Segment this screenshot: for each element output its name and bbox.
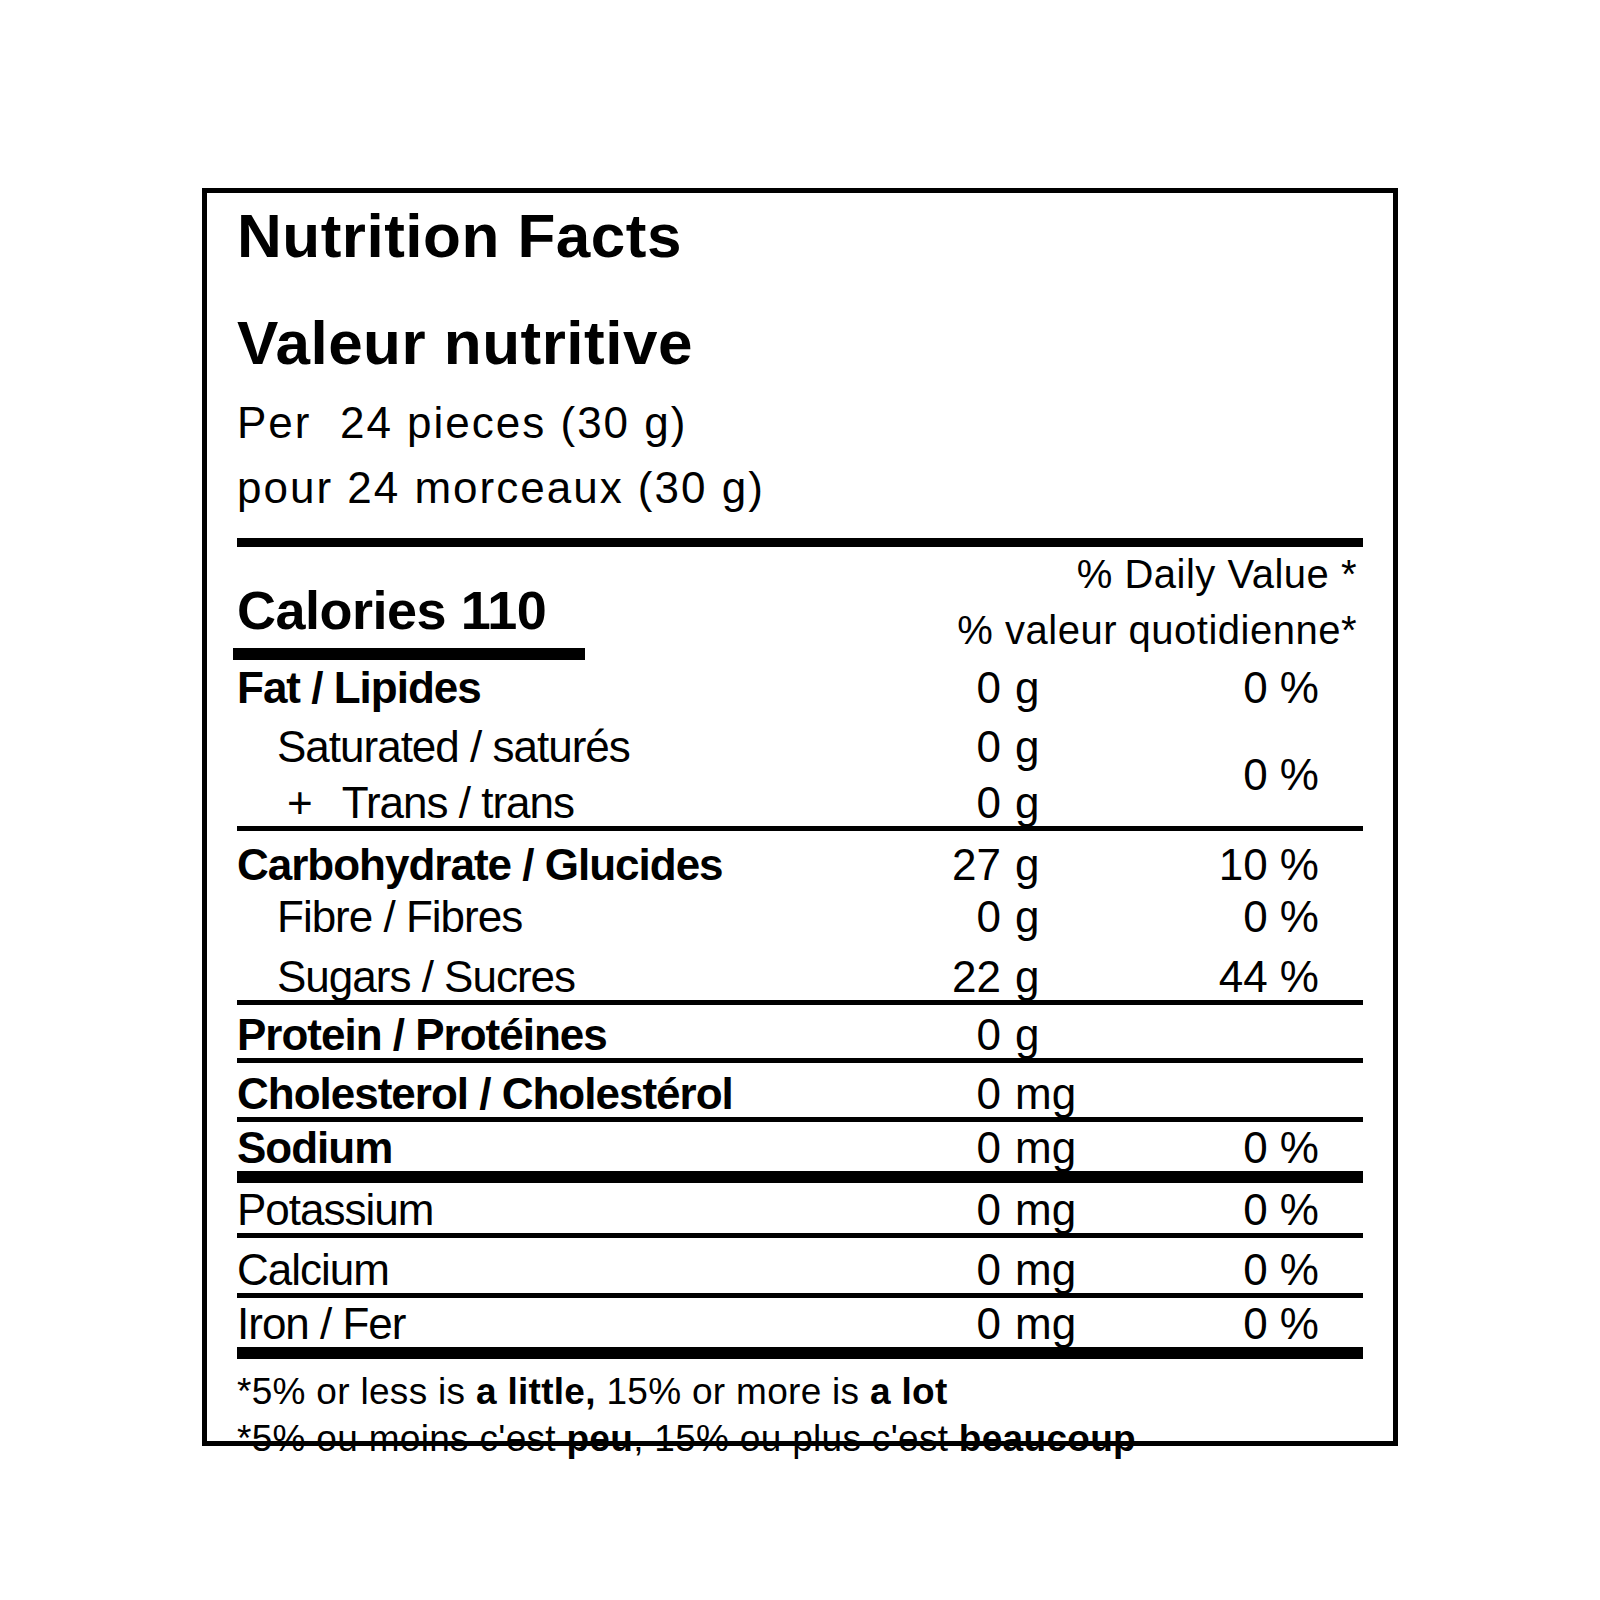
serving-size-english: Per 24 pieces (30 g) [237, 400, 1363, 446]
amount-number: 0 [927, 1125, 1001, 1171]
nutrient-amount: 0 mg [927, 1247, 1147, 1293]
amount-number: 0 [927, 1071, 1001, 1117]
plus-sign: + [237, 780, 312, 826]
thick-separator-rule [237, 1171, 1363, 1183]
nutrient-amount: 0 mg [927, 1301, 1147, 1347]
nutrient-amount: 0 mg [927, 1071, 1147, 1117]
table-row-sodium: Sodium 0 mg 0 % [237, 1125, 1363, 1171]
nutrient-label: Iron / Fer [237, 1301, 927, 1347]
table-row-cholesterol: Cholesterol / Cholestérol 0 mg [237, 1071, 1363, 1117]
daily-value-percent: 0 % [1147, 665, 1363, 711]
table-row-fibre: Fibre / Fibres 0g 0 % [237, 894, 1363, 940]
nutrient-amount: 27 g [927, 842, 1147, 888]
nutrition-facts-table: Nutrition Facts Valeur nutritive Per 24 … [202, 188, 1398, 1446]
amount-unit: mg [1015, 1187, 1076, 1233]
amount-unit: g [1015, 780, 1039, 826]
saturated-trans-group: Saturated / saturés 0g + Trans / trans 0g… [237, 724, 1363, 826]
amount-unit: mg [1015, 1125, 1076, 1171]
table-row-sugars: Sugars / Sucres 22 g 44 % [237, 954, 1363, 1000]
nutrient-label: Potassium [237, 1187, 927, 1233]
nutrient-label: Cholesterol / Cholestérol [237, 1071, 927, 1117]
calories-section: % Daily Value * % valeur quotidienne* Ca… [237, 553, 1363, 660]
daily-value-percent-combined: 0 % [1243, 750, 1319, 800]
daily-value-percent: 10 % [1147, 842, 1363, 888]
nutrient-label: Sugars / Sucres [237, 954, 927, 1000]
thick-separator-rule [237, 1347, 1363, 1359]
table-row-trans: + Trans / trans 0g [237, 780, 1363, 826]
amount-unit: mg [1015, 1301, 1076, 1347]
daily-value-percent: 0 % [1147, 1301, 1363, 1347]
calories-underline-rule [233, 648, 585, 660]
daily-value-percent: 0 % [1147, 1187, 1363, 1233]
nutrient-label: Carbohydrate / Glucides [237, 842, 927, 888]
nutrient-amount: 0 mg [927, 1125, 1147, 1171]
nutrient-label: Fibre / Fibres [237, 894, 927, 940]
daily-value-percent: 0 % [1147, 1247, 1363, 1293]
trans-label-text: Trans / trans [342, 778, 574, 827]
amount-number: 27 [927, 842, 1001, 888]
nutrient-label: Sodium [237, 1125, 927, 1171]
amount-number: 0 [927, 780, 1001, 826]
amount-number: 0 [927, 1301, 1001, 1347]
amount-unit: g [1015, 894, 1039, 940]
calories-value: 110 [461, 580, 547, 640]
table-row-fat: Fat / Lipides 0g 0 % [237, 665, 1363, 711]
calories-row: Calories 110 [237, 579, 546, 641]
footnote-english: *5% or less is a little, 15% or more is … [237, 1371, 1363, 1412]
amount-unit: g [1015, 842, 1039, 888]
nutrient-label: Protein / Protéines [237, 1012, 927, 1058]
amount-number: 0 [927, 894, 1001, 940]
nutrient-amount: 0g [927, 1012, 1147, 1058]
amount-number: 22 [927, 954, 1001, 1000]
daily-value-percent: 44 % [1147, 954, 1363, 1000]
amount-number: 0 [927, 724, 1001, 770]
nutrient-label: Saturated / saturés [237, 724, 927, 770]
nutrient-amount: 22 g [927, 954, 1147, 1000]
amount-unit: g [1015, 954, 1039, 1000]
nutrient-amount: 0g [927, 665, 1147, 711]
amount-number: 0 [927, 1247, 1001, 1293]
title-french: Valeur nutritive [237, 312, 1363, 374]
daily-value-header-french: % valeur quotidienne* [957, 609, 1357, 651]
amount-unit: mg [1015, 1247, 1076, 1293]
amount-number: 0 [927, 1187, 1001, 1233]
amount-number: 0 [927, 665, 1001, 711]
table-row-carbohydrate: Carbohydrate / Glucides 27 g 10 % [237, 842, 1363, 888]
separator-rule [237, 1293, 1363, 1298]
calories-label: Calories [237, 580, 446, 640]
footnote-french: *5% ou moins c'est peu, 15% ou plus c'es… [237, 1418, 1363, 1459]
daily-value-percent: 0 % [1147, 894, 1363, 940]
nutrient-label: Fat / Lipides [237, 665, 927, 711]
nutrient-amount: 0g [927, 894, 1147, 940]
daily-value-percent: 0 % [1147, 1125, 1363, 1171]
amount-unit: g [1015, 1012, 1039, 1058]
amount-unit: mg [1015, 1071, 1076, 1117]
nutrient-amount: 0 mg [927, 1187, 1147, 1233]
table-row-saturated: Saturated / saturés 0g [237, 724, 1363, 770]
table-row-calcium: Calcium 0 mg 0 % [237, 1247, 1363, 1293]
table-row-iron: Iron / Fer 0 mg 0 % [237, 1301, 1363, 1347]
daily-value-header-english: % Daily Value * [1077, 553, 1357, 595]
nutrient-label: Calcium [237, 1247, 927, 1293]
amount-unit: g [1015, 724, 1039, 770]
serving-size-french: pour 24 morceaux (30 g) [237, 465, 1363, 511]
amount-unit: g [1015, 665, 1039, 711]
nutrient-label: + Trans / trans [237, 780, 927, 826]
table-row-potassium: Potassium 0 mg 0 % [237, 1187, 1363, 1233]
table-row-protein: Protein / Protéines 0g [237, 1012, 1363, 1058]
amount-number: 0 [927, 1012, 1001, 1058]
header-separator-rule [237, 538, 1363, 547]
title-english: Nutrition Facts [237, 205, 1363, 267]
